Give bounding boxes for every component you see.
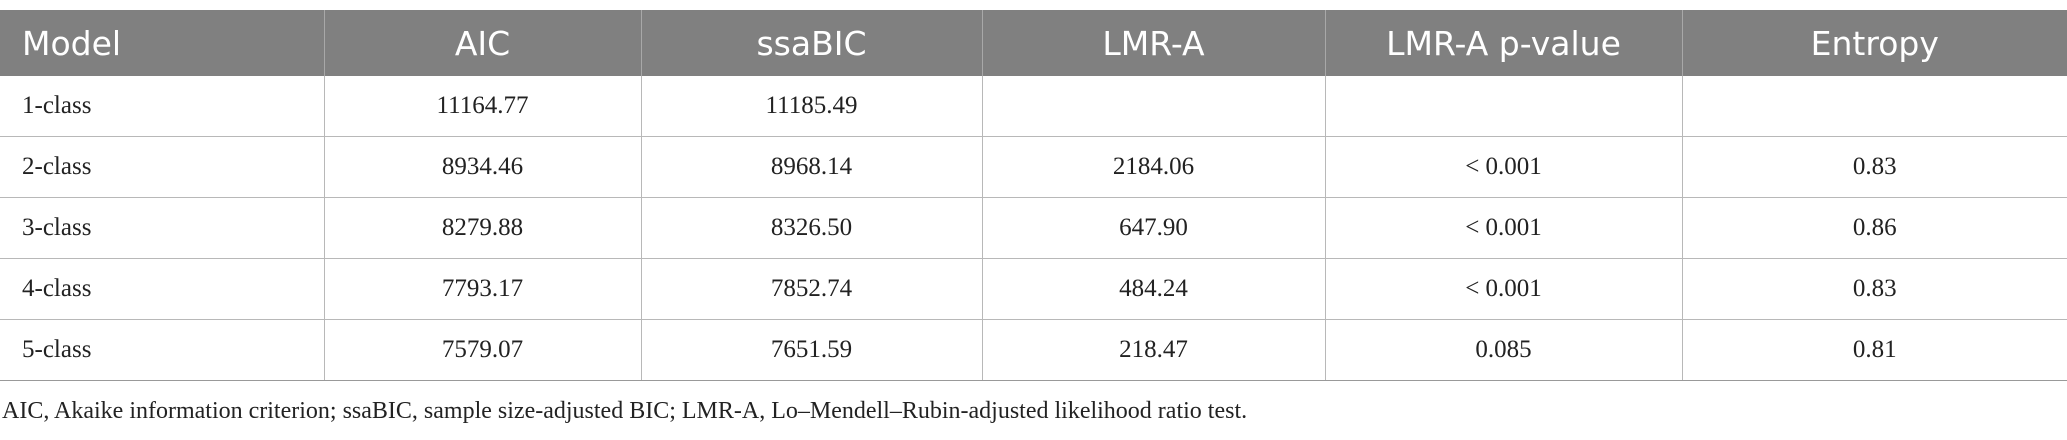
table-cell: 647.90: [981, 197, 1325, 259]
table-cell: 3-class: [0, 197, 324, 259]
table-cell: < 0.001: [1324, 197, 1682, 259]
table-cell: 0.81: [1681, 319, 2067, 381]
table-cell: 5-class: [0, 319, 324, 381]
table-cell: 7579.07: [323, 319, 641, 381]
table-cell: 7793.17: [323, 258, 641, 320]
table-row: 5-class 7579.07 7651.59 218.47 0.085 0.81: [0, 319, 2067, 381]
table-cell: 0.83: [1681, 258, 2067, 320]
results-table: Model AIC ssaBIC LMR-A LMR-A p-value Entropy …: [0, 10, 2067, 381]
table-cell: 8968.14: [640, 136, 982, 198]
table-cell: 11185.49: [640, 76, 982, 137]
table-cell: 8279.88: [323, 197, 641, 259]
table-cell: 8326.50: [640, 197, 982, 259]
table-cell: 11164.77: [323, 76, 641, 137]
table-cell: [981, 76, 1325, 137]
table-cell: 218.47: [981, 319, 1325, 381]
header-cell: Entropy: [1681, 10, 2067, 76]
header-cell: ssaBIC: [640, 10, 982, 76]
table-row: 1-class 11164.77 11185.49: [0, 76, 2067, 137]
table-cell: 4-class: [0, 258, 324, 320]
table-cell: 0.83: [1681, 136, 2067, 198]
table-wrap: Model AIC ssaBIC LMR-A LMR-A p-value Entropy …: [0, 10, 2067, 381]
table-cell: [1681, 76, 2067, 137]
header-cell: LMR-A: [981, 10, 1325, 76]
table-cell: 1-class: [0, 76, 324, 137]
table-cell: 7852.74: [640, 258, 982, 320]
footnote: AIC, Akaike information criterion; ssaBI…: [2, 398, 1248, 424]
table-cell: 0.085: [1324, 319, 1682, 381]
table-cell: 2-class: [0, 136, 324, 198]
table-cell: [1324, 76, 1682, 137]
table-cell: 7651.59: [640, 319, 982, 381]
table-body: 1-class 11164.77 11185.49 2-class 8934.46 896…: [0, 76, 2067, 381]
header-cell: AIC: [323, 10, 641, 76]
header-cell: LMR-A p-value: [1324, 10, 1682, 76]
header-cell: Model: [0, 10, 324, 76]
table-cell: 2184.06: [981, 136, 1325, 198]
table-cell: < 0.001: [1324, 136, 1682, 198]
table-cell: < 0.001: [1324, 258, 1682, 320]
table-row: 2-class 8934.46 8968.14 2184.06 < 0.001 0.83: [0, 136, 2067, 198]
table-cell: 484.24: [981, 258, 1325, 320]
header-row: Model AIC ssaBIC LMR-A LMR-A p-value Entropy: [0, 10, 2067, 76]
table-cell: 0.86: [1681, 197, 2067, 259]
table-row: 3-class 8279.88 8326.50 647.90 < 0.001 0.86: [0, 197, 2067, 259]
table-cell: 8934.46: [323, 136, 641, 198]
table-row: 4-class 7793.17 7852.74 484.24 < 0.001 0.83: [0, 258, 2067, 320]
